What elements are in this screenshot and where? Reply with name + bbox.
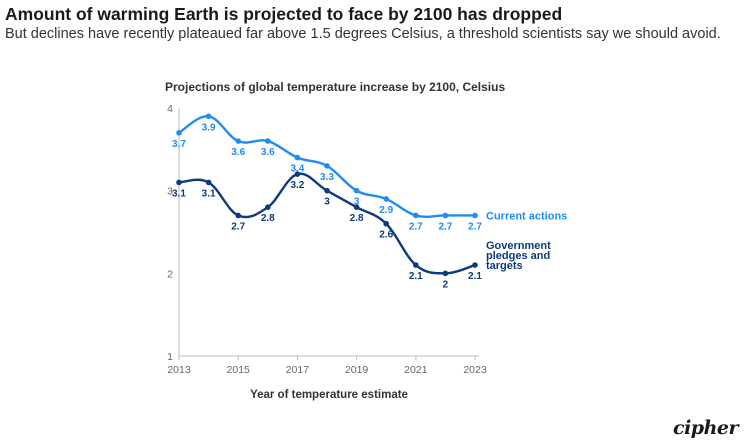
series-label: Current actions	[486, 210, 567, 222]
data-label: 2.8	[261, 213, 275, 224]
x-tick-label: 2017	[286, 364, 310, 376]
data-point	[324, 163, 330, 169]
data-label: 3.1	[202, 188, 216, 199]
data-label: 3.1	[172, 188, 186, 199]
series-label: Government	[486, 240, 551, 252]
y-tick-label: 1	[167, 351, 173, 363]
data-point	[294, 154, 301, 161]
y-tick-label: 4	[167, 103, 173, 115]
series-government-pledges: 3.1 3.1 2.7 2.8 3.2 3 2.8 2.6 2.1 2 2.1 Governmentp…	[172, 171, 551, 290]
data-label: 2	[443, 279, 449, 290]
data-point	[205, 179, 212, 186]
x-tick-label: 2013	[167, 364, 191, 376]
series-label: targets	[486, 260, 523, 272]
x-tick-label: 2023	[463, 364, 487, 376]
data-point	[442, 270, 449, 277]
chart-title: Projections of global temperature increa…	[165, 80, 506, 94]
data-point	[176, 179, 182, 186]
data-label: 2.7	[438, 221, 452, 232]
subheadline: But declines have recently plateaued far…	[5, 26, 721, 42]
data-point	[442, 212, 449, 219]
x-tick-label: 2019	[345, 364, 369, 376]
data-point	[265, 204, 271, 210]
x-tick-label: 2021	[404, 364, 428, 376]
data-point	[176, 130, 182, 136]
data-point	[472, 262, 478, 268]
data-label: 2.7	[231, 221, 245, 232]
data-point	[383, 220, 390, 227]
data-label: 3.4	[290, 164, 304, 175]
data-label: 3.2	[290, 180, 304, 191]
data-label: 2.7	[468, 221, 482, 232]
data-label: 3	[324, 197, 330, 208]
data-point	[472, 212, 478, 219]
cipher-logo: cipher	[673, 417, 738, 439]
data-point	[383, 196, 390, 202]
y-tick-label: 3	[167, 186, 173, 198]
data-label: 3.6	[261, 147, 275, 158]
x-tick-label: 2015	[227, 364, 251, 376]
data-point	[235, 138, 241, 144]
data-label: 3.3	[320, 172, 334, 183]
series-label: pledges and	[486, 250, 550, 262]
data-point	[265, 138, 271, 144]
data-label: 3.7	[172, 139, 186, 150]
data-point	[353, 204, 360, 210]
data-point	[324, 187, 330, 194]
data-label: 3.6	[231, 147, 245, 158]
data-label: 2.9	[379, 205, 393, 216]
data-point	[235, 212, 241, 219]
data-label: 2.7	[409, 221, 423, 232]
data-label: 2.1	[468, 271, 482, 282]
data-point	[413, 212, 419, 219]
data-label: 3.9	[202, 122, 216, 133]
chart-series: 3.7 3.9 3.6 3.6 3.4 3.3 3 2.9 2.7 2.7 2.7 Current a…	[172, 113, 567, 290]
y-tick-label: 2	[167, 268, 173, 280]
data-point	[353, 187, 360, 194]
data-point	[413, 262, 419, 268]
headline: Amount of warming Earth is projected to …	[5, 4, 563, 24]
x-axis-title: Year of temperature estimate	[250, 389, 408, 401]
data-point	[205, 113, 212, 120]
data-label: 3	[354, 197, 360, 208]
data-point	[294, 171, 301, 177]
series-current-actions: 3.7 3.9 3.6 3.6 3.4 3.3 3 2.9 2.7 2.7 2.7 Current a…	[172, 113, 567, 232]
data-label: 2.1	[409, 271, 423, 282]
chart-axes: 1 2 3 4 2013 2015 2017 2019 2021 2023	[167, 103, 487, 376]
data-label: 2.8	[350, 213, 364, 224]
data-label: 2.6	[379, 230, 393, 241]
